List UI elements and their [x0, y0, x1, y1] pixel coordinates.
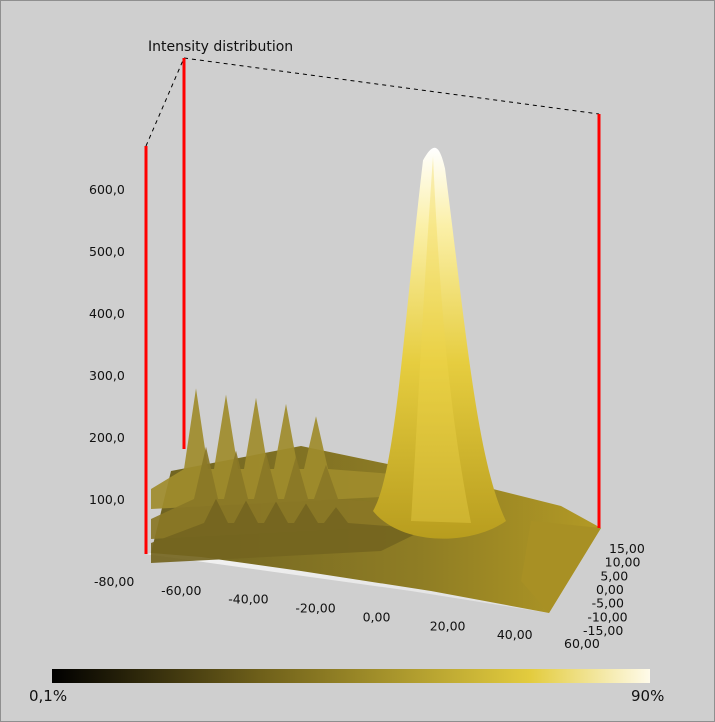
back-wall-edge	[183, 57, 600, 115]
chart-title: Intensity distribution	[148, 39, 293, 55]
color-scale-bar	[52, 669, 650, 683]
y-tick-label: 15,00	[609, 541, 645, 556]
y-tick-label: -5,00	[592, 596, 624, 611]
surface-front-face	[521, 521, 601, 613]
axes	[144, 57, 601, 554]
z-tick-label: 400,0	[89, 306, 125, 321]
color-scale-min-label: 0,1%	[29, 687, 67, 705]
y-tick-label: -15,00	[583, 623, 623, 638]
z-tick-label: 600,0	[89, 182, 125, 197]
surface-ridge	[151, 498, 426, 563]
y-tick-label: 10,00	[605, 555, 641, 570]
surface-ridge	[151, 388, 406, 509]
y-tick-label: -10,00	[587, 609, 627, 624]
x-tick-label: -40,00	[228, 592, 268, 607]
x-tick-label: 0,00	[363, 609, 391, 624]
x-tick-label: -60,00	[161, 583, 201, 598]
color-scale-max-label: 90%	[631, 687, 664, 705]
z-tick-label: 300,0	[89, 368, 125, 383]
y-tick-labels: 15,00 10,00 5,00 0,00 -5,00 -10,00 -15,0…	[583, 541, 645, 638]
x-tick-label: 60,00	[564, 636, 600, 651]
surface	[146, 147, 601, 613]
x-tick-label: -80,00	[94, 574, 134, 589]
x-tick-label: 20,00	[430, 618, 466, 633]
y-tick-label: 5,00	[600, 568, 628, 583]
central-peak	[373, 147, 506, 539]
z-tick-label: 200,0	[89, 430, 125, 445]
z-tick-label: 500,0	[89, 244, 125, 259]
y-tick-label: 0,00	[596, 582, 624, 597]
central-peak-highlight	[411, 156, 471, 523]
x-tick-label: -20,00	[295, 601, 335, 616]
back-wall-edge	[145, 57, 185, 147]
z-tick-label: 100,0	[89, 492, 125, 507]
z-tick-labels: 100,0 200,0 300,0 400,0 500,0 600,0	[89, 182, 125, 507]
x-tick-labels: -80,00 -60,00 -40,00 -20,00 0,00 20,00 4…	[94, 574, 600, 651]
x-tick-label: 40,00	[497, 627, 533, 642]
